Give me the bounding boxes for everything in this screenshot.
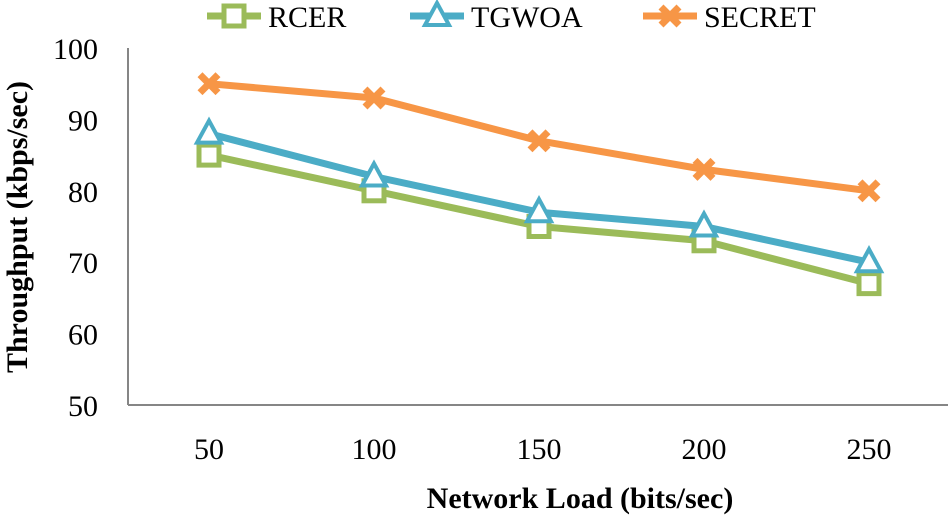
y-tick-label: 60 <box>68 319 98 352</box>
x-tick-labels: 50 100 150 200 250 <box>194 433 892 466</box>
data-point-secret <box>362 86 386 110</box>
y-tick-label: 70 <box>68 247 98 280</box>
legend-marker <box>221 3 247 29</box>
legend-marker <box>421 0 453 27</box>
series-tgwoa <box>193 116 885 274</box>
series-secret <box>197 72 881 203</box>
x-axis-title: Network Load (bits/sec) <box>427 482 734 515</box>
y-tick-label: 80 <box>68 176 98 209</box>
y-tick-labels: 50 60 70 80 90 100 <box>53 33 98 423</box>
data-point-tgwoa <box>688 209 720 238</box>
data-point-tgwoa <box>193 116 225 145</box>
axes <box>127 48 948 406</box>
y-axis-title: Throughput (kbps/sec) <box>1 81 34 373</box>
x-tick-label: 100 <box>352 433 397 466</box>
series-group <box>193 72 885 297</box>
data-point-secret <box>857 179 881 203</box>
x-tick-label: 50 <box>194 433 224 466</box>
data-point-tgwoa <box>853 245 885 274</box>
y-tick-label: 100 <box>53 33 98 66</box>
data-point-rcer <box>196 142 222 168</box>
legend-item-secret: SECRET <box>643 1 816 34</box>
data-point-tgwoa <box>358 159 390 188</box>
data-point-tgwoa <box>523 195 555 224</box>
x-tick-label: 200 <box>682 433 727 466</box>
legend-label: SECRET <box>704 1 816 34</box>
legend-marker <box>658 4 682 28</box>
y-tick-label: 90 <box>68 104 98 137</box>
legend-item-tgwoa: TGWOA <box>410 0 583 34</box>
legend-label: RCER <box>268 1 346 34</box>
data-point-secret <box>197 72 221 96</box>
legend: RCER TGWOA SECRET <box>207 0 816 34</box>
data-point-secret <box>692 157 716 181</box>
legend-item-rcer: RCER <box>207 1 346 34</box>
legend-label: TGWOA <box>471 1 583 34</box>
x-tick-label: 250 <box>847 433 892 466</box>
x-tick-label: 150 <box>517 433 562 466</box>
data-point-secret <box>527 129 551 153</box>
y-tick-label: 50 <box>68 390 98 423</box>
data-point-rcer <box>856 271 882 297</box>
